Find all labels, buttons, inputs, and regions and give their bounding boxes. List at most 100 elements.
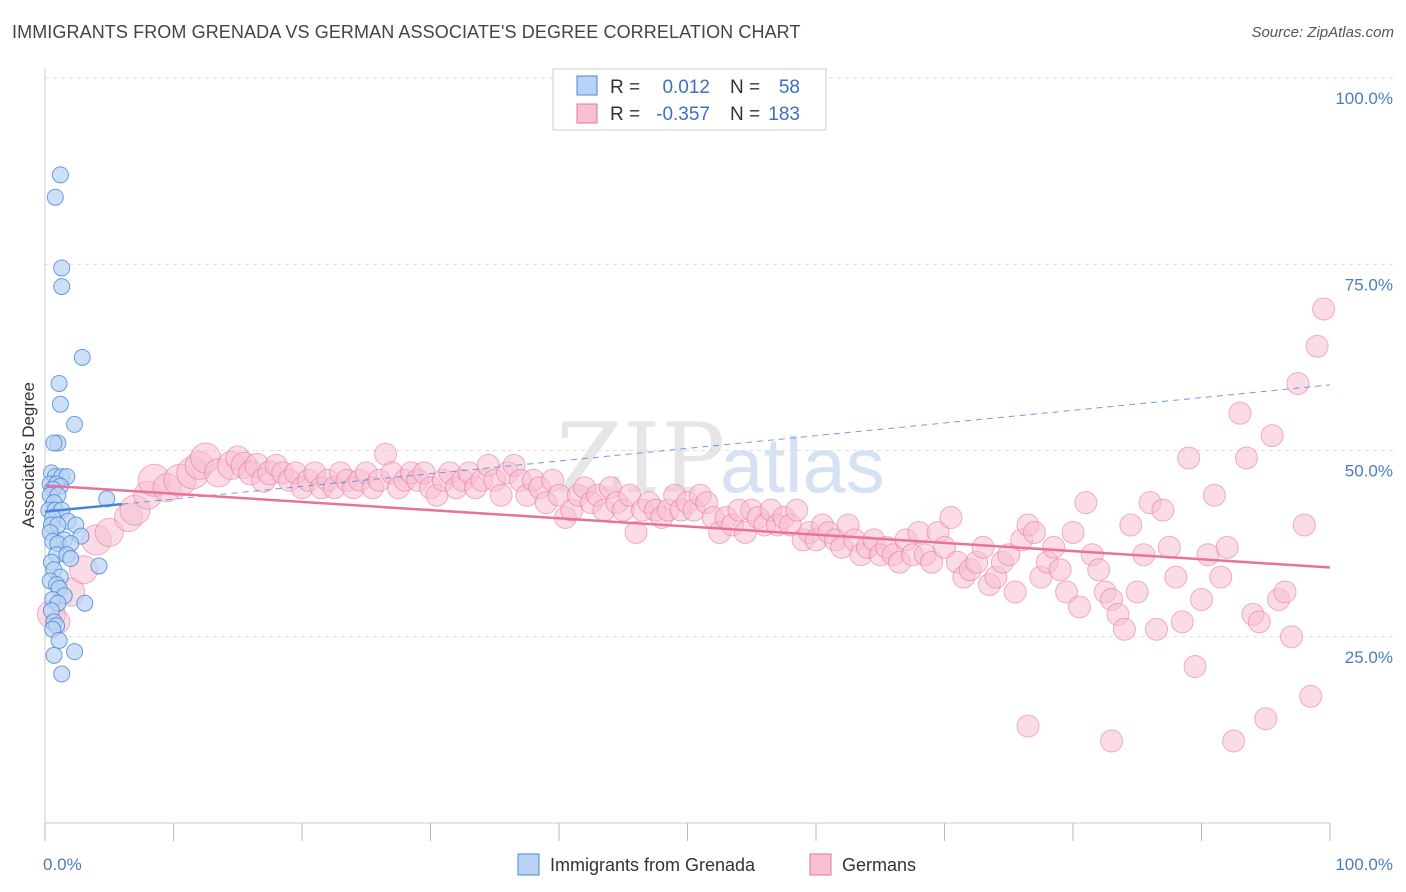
grenada-point bbox=[51, 166, 69, 184]
germans-point bbox=[1151, 498, 1175, 522]
legend-n-value-grenada: 58 bbox=[779, 77, 800, 98]
grenada-point bbox=[98, 490, 116, 508]
grenada-point bbox=[62, 550, 80, 568]
grenada-point bbox=[45, 434, 63, 452]
germans-point bbox=[489, 483, 513, 507]
legend-swatch-grenada bbox=[576, 75, 598, 96]
legend-swatch-germans bbox=[576, 103, 598, 124]
germans-point bbox=[939, 506, 963, 530]
germans-point bbox=[1164, 565, 1188, 589]
germans-point bbox=[1048, 558, 1072, 582]
grenada-point bbox=[53, 259, 71, 277]
chart-source: Source: ZipAtlas.com bbox=[1251, 24, 1394, 41]
germans-point bbox=[1279, 625, 1303, 649]
germans-point bbox=[920, 550, 944, 574]
germans-point bbox=[1061, 520, 1085, 544]
germans-point bbox=[1003, 580, 1027, 604]
chart-title: IMMIGRANTS FROM GRENADA VS GERMAN ASSOCI… bbox=[12, 22, 801, 42]
watermark-atlas: atlas bbox=[720, 421, 885, 509]
germans-point bbox=[1022, 520, 1046, 544]
bottom-legend-label-germans: Germans bbox=[842, 855, 916, 875]
bottom-legend-swatch-grenada bbox=[517, 853, 540, 876]
germans-point bbox=[1190, 588, 1213, 611]
bottom-legend-swatch-germans bbox=[809, 853, 832, 876]
grenada-point bbox=[46, 188, 64, 206]
legend-r-value-germans: -0.357 bbox=[656, 104, 710, 125]
germans-point bbox=[971, 535, 995, 559]
tick-labels: 25.0% 50.0% 75.0% 100.0% 0.0% 100.0% bbox=[43, 89, 1393, 874]
bottom-legend: Immigrants from Grenada Germans bbox=[517, 853, 916, 876]
legend-n-value-germans: 183 bbox=[768, 104, 800, 125]
germans-point bbox=[1074, 491, 1098, 515]
germans-point bbox=[1247, 610, 1271, 634]
germans-point bbox=[1087, 558, 1111, 582]
germans-point bbox=[997, 543, 1021, 567]
y-tick-label-1: 50.0% bbox=[1345, 462, 1393, 481]
grenada-point bbox=[90, 557, 108, 575]
germans-point bbox=[1202, 483, 1226, 507]
germans-point bbox=[1209, 565, 1233, 589]
germans-point bbox=[1177, 446, 1201, 470]
grenada-point bbox=[73, 348, 91, 366]
axes bbox=[44, 68, 1331, 841]
germans-point bbox=[1196, 543, 1220, 567]
germans-point bbox=[1260, 424, 1284, 448]
germans-point bbox=[1312, 297, 1336, 321]
legend-r-label-grenada: R = bbox=[610, 77, 640, 98]
germans-point bbox=[1299, 684, 1323, 708]
trend-lines bbox=[44, 384, 1331, 569]
legend-n-label-germans: N = bbox=[730, 104, 760, 125]
germans-point bbox=[1112, 617, 1136, 641]
germans-point bbox=[1100, 729, 1124, 753]
germans-point bbox=[1254, 707, 1278, 731]
top-legend: R = 0.012 N = 58 R = -0.357 N = 183 bbox=[552, 68, 827, 131]
y-axis-title: Associate's Degree bbox=[19, 382, 38, 528]
germans-point bbox=[1273, 580, 1297, 604]
y-tick-label-0: 25.0% bbox=[1345, 648, 1393, 667]
grenada-point bbox=[76, 594, 94, 612]
grenada-trend-line bbox=[44, 502, 123, 513]
germans-point bbox=[1292, 513, 1316, 537]
grid-lines bbox=[45, 77, 1395, 638]
germans-point bbox=[1234, 446, 1258, 470]
grenada-point bbox=[53, 665, 71, 683]
germans-point bbox=[1042, 535, 1066, 559]
y-tick-label-2: 75.0% bbox=[1345, 275, 1393, 294]
germans-point bbox=[1157, 535, 1181, 559]
germans-point bbox=[94, 517, 124, 547]
grenada-point bbox=[66, 643, 84, 661]
grenada-point bbox=[50, 374, 68, 392]
germans-point bbox=[1228, 401, 1252, 425]
x-tick-label-0: 0.0% bbox=[43, 855, 82, 874]
germans-point bbox=[1170, 610, 1194, 634]
grenada-point bbox=[66, 415, 84, 433]
germans-point bbox=[1183, 655, 1207, 679]
grenada-trend-extension bbox=[122, 384, 1331, 505]
germans-points bbox=[36, 297, 1336, 753]
x-tick-label-1: 100.0% bbox=[1335, 855, 1393, 874]
germans-point bbox=[624, 520, 648, 544]
legend-n-label-grenada: N = bbox=[730, 77, 760, 98]
bottom-legend-label-grenada: Immigrants from Grenada bbox=[550, 855, 756, 875]
germans-point bbox=[1305, 334, 1329, 358]
germans-point bbox=[1016, 714, 1040, 738]
germans-trend-line bbox=[44, 484, 1331, 569]
grenada-point bbox=[51, 395, 69, 413]
grenada-point bbox=[53, 278, 71, 296]
germans-point bbox=[785, 498, 809, 522]
legend-box bbox=[552, 68, 827, 131]
grenada-points bbox=[40, 166, 116, 683]
germans-point bbox=[1145, 617, 1169, 641]
germans-point bbox=[1215, 535, 1239, 559]
germans-point bbox=[1125, 580, 1149, 604]
germans-point bbox=[1119, 513, 1143, 537]
germans-point bbox=[1222, 729, 1246, 753]
germans-point bbox=[1067, 595, 1091, 619]
legend-r-label-germans: R = bbox=[610, 104, 640, 125]
grenada-point bbox=[45, 646, 63, 664]
germans-point bbox=[1055, 580, 1079, 604]
legend-r-value-grenada: 0.012 bbox=[662, 77, 710, 98]
y-tick-label-3: 100.0% bbox=[1335, 89, 1393, 108]
germans-point bbox=[1286, 371, 1310, 395]
